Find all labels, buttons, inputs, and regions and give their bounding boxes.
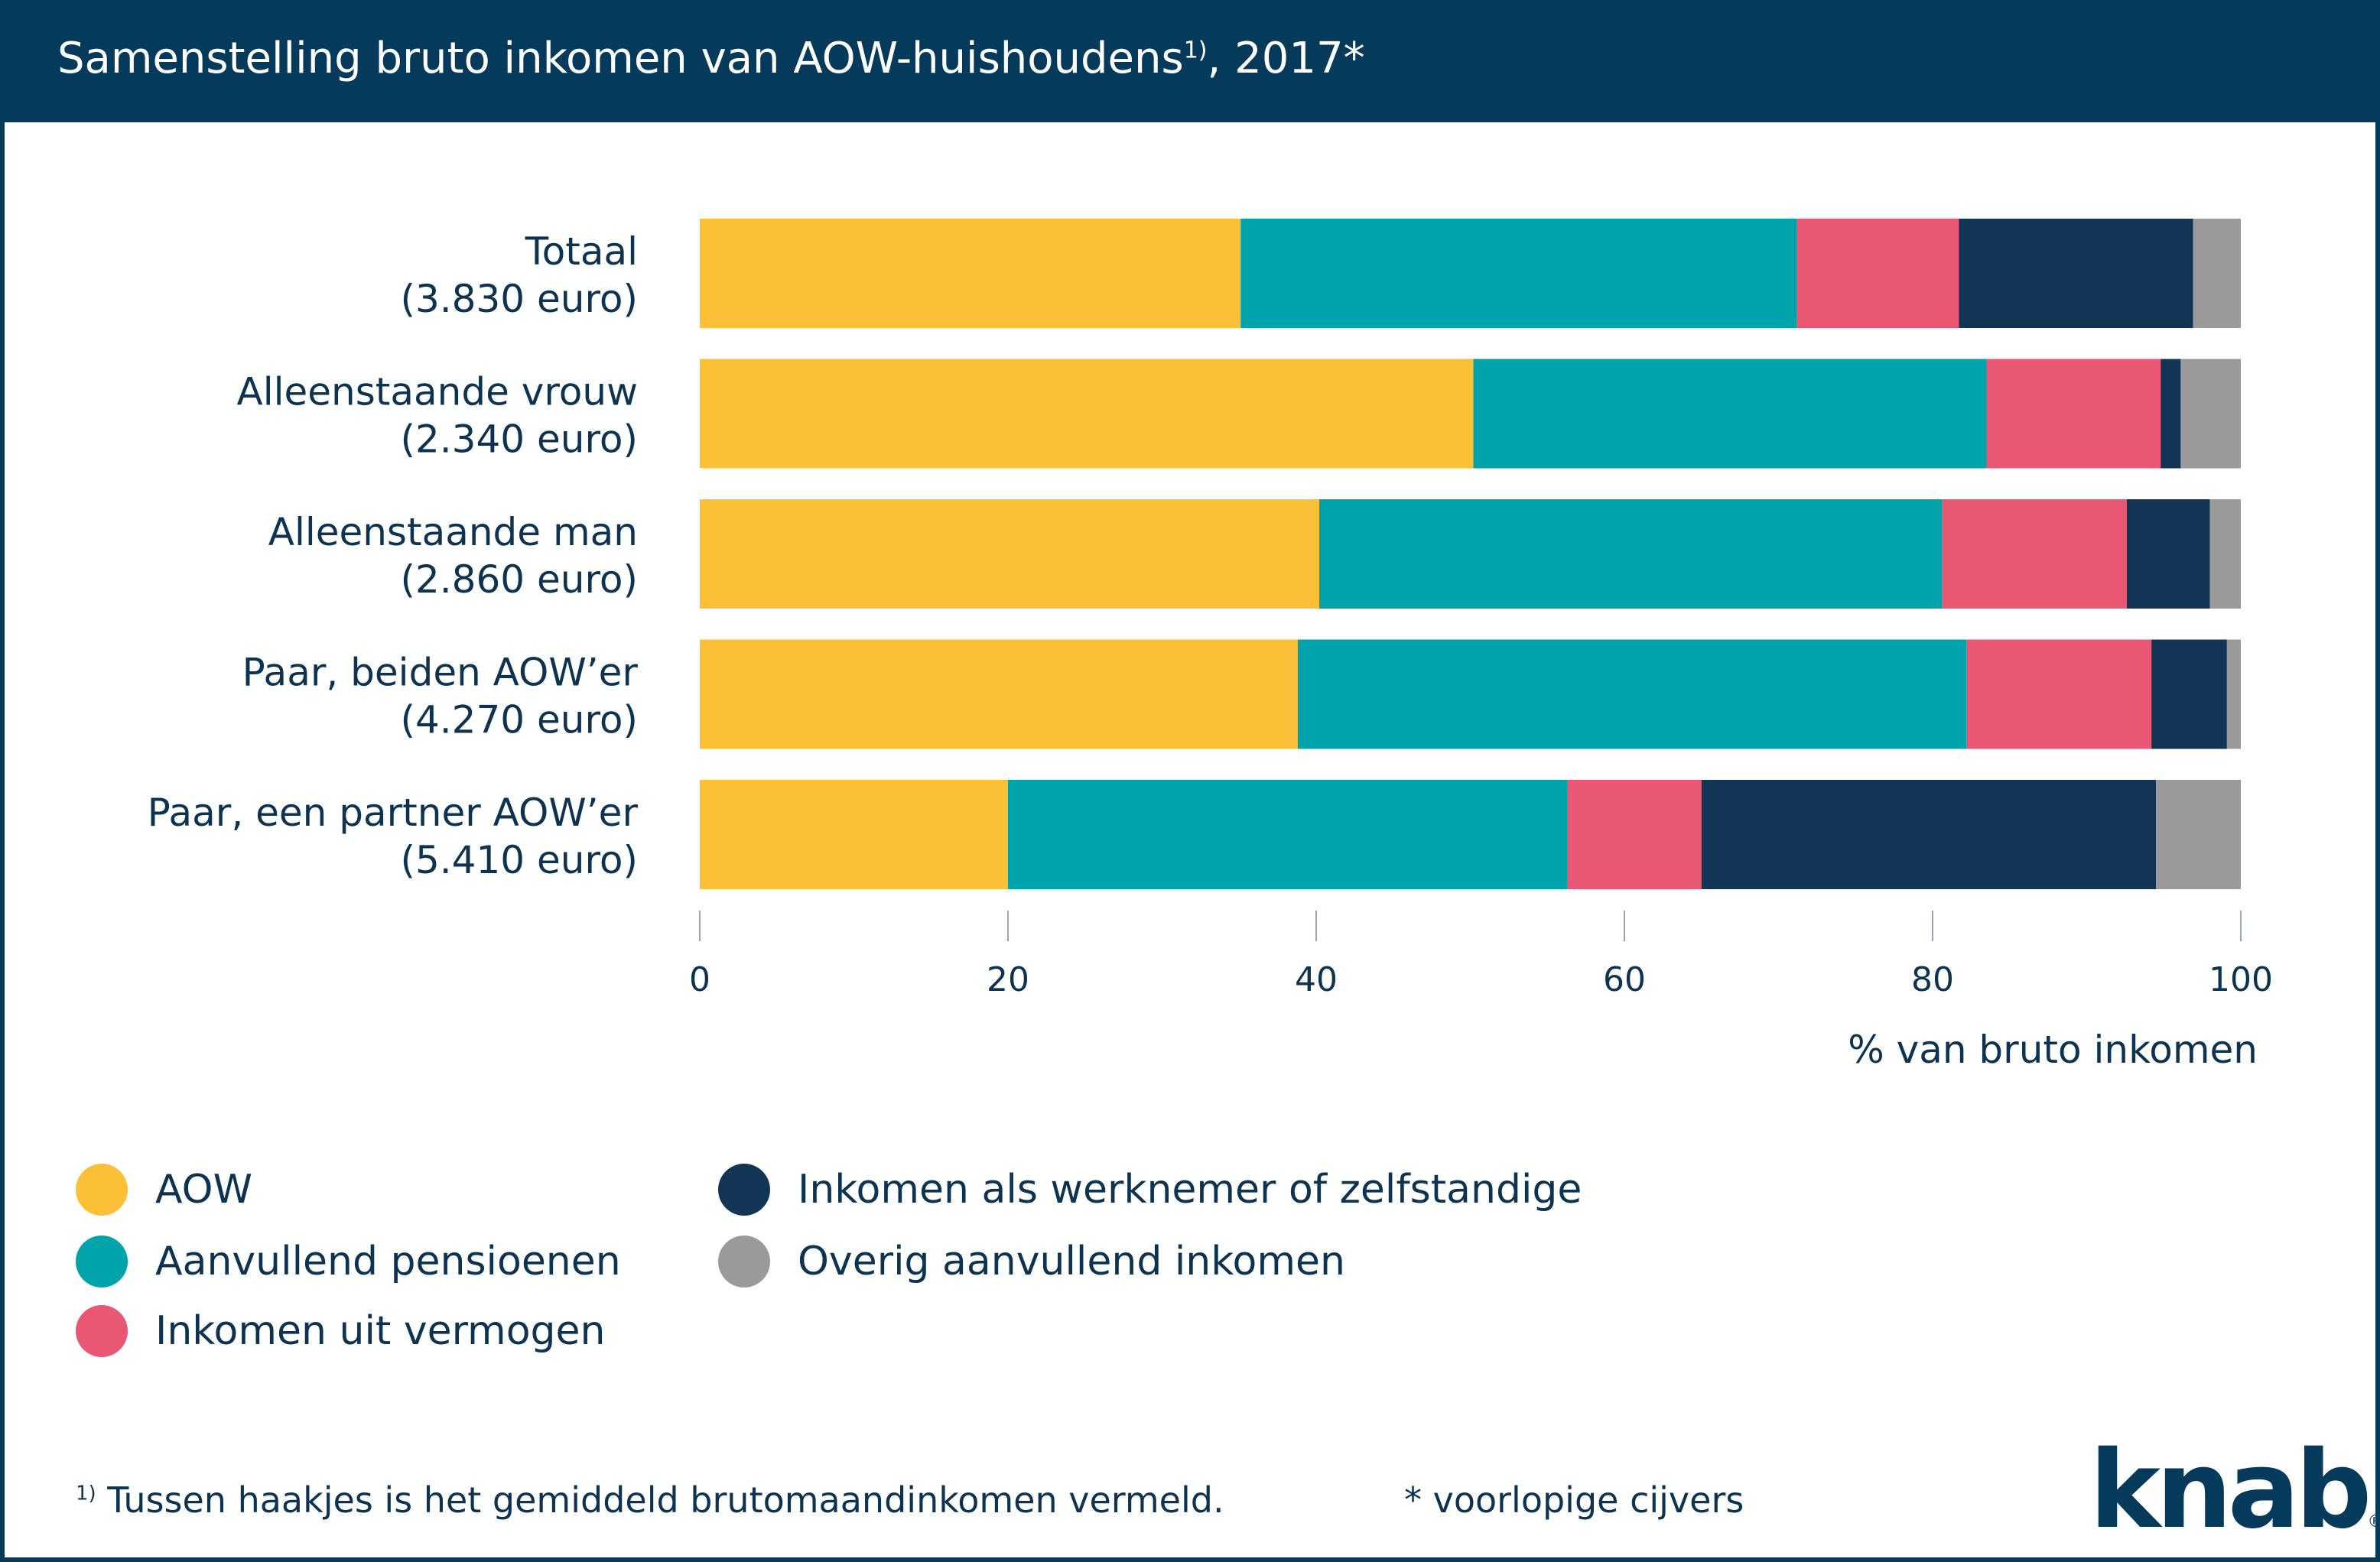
bar-segment	[700, 639, 1298, 749]
category-amount: (2.340 euro)	[400, 417, 638, 462]
bar-segment	[1959, 219, 2193, 328]
legend-item: Aanvullend pensioenen	[76, 1236, 621, 1288]
bar-segment	[700, 780, 1008, 889]
bar-segment	[1319, 499, 1943, 609]
bar-segment	[1297, 639, 1967, 749]
legend-item: Inkomen als werknemer of zelfstandige	[718, 1164, 1582, 1216]
category-label: Paar, een partner AOW’er	[148, 791, 639, 835]
category-label: Paar, beiden AOW’er	[242, 651, 639, 695]
legend-swatch-icon	[76, 1164, 128, 1216]
knab-logo: knab®	[2089, 1428, 2380, 1553]
legend-swatch-icon	[76, 1305, 128, 1357]
footnote-text: Tussen haakjes is het gemiddeld brutomaa…	[96, 1479, 1224, 1521]
bar-segment	[2193, 219, 2241, 328]
title-suffix: , 2017*	[1207, 34, 1365, 83]
x-tick-label: 60	[1603, 960, 1646, 999]
header-bar: Samenstelling bruto inkomen van AOW-huis…	[0, 0, 2380, 122]
category-amount: (5.410 euro)	[400, 838, 638, 882]
chart-title: Samenstelling bruto inkomen van AOW-huis…	[57, 34, 1365, 83]
legend-item: Overig aanvullend inkomen	[718, 1236, 1345, 1288]
legend-label: Inkomen als werknemer of zelfstandige	[798, 1167, 1582, 1213]
bar-segment	[1701, 780, 2157, 889]
provisional-note: * voorlopige cijvers	[1404, 1479, 1744, 1521]
category-label: Totaal	[525, 229, 638, 274]
legend-swatch-icon	[76, 1236, 128, 1288]
registered-mark: ®	[2367, 1512, 2380, 1531]
x-tick-label: 80	[1911, 960, 1954, 999]
x-tick-label: 20	[987, 960, 1029, 999]
x-tick-label: 40	[1295, 960, 1338, 999]
category-amount: (3.830 euro)	[400, 277, 638, 321]
category-label: Alleenstaande vrouw	[237, 370, 638, 414]
legend-label: AOW	[155, 1167, 253, 1213]
bar-segment	[1966, 639, 2152, 749]
footnote: 1) Tussen haakjes is het gemiddeld bruto…	[76, 1479, 1224, 1521]
x-axis-label: % van bruto inkomen	[1848, 1028, 2258, 1072]
bar-segment	[2156, 780, 2241, 889]
title-text: Samenstelling bruto inkomen van AOW-huis…	[57, 34, 1184, 83]
bar-segment	[1473, 359, 1987, 469]
bar-segment	[2126, 499, 2210, 609]
bar-segment	[700, 359, 1474, 469]
legend-label: Inkomen uit vermogen	[155, 1308, 606, 1354]
bar-segment	[1567, 780, 1702, 889]
bar-segment	[2151, 639, 2227, 749]
legend-swatch-icon	[718, 1236, 770, 1288]
bar-segment	[1986, 359, 2161, 469]
bar-segment	[1240, 219, 1797, 328]
category-amount: (2.860 euro)	[400, 557, 638, 602]
legend-item: Inkomen uit vermogen	[76, 1305, 605, 1357]
bar-segment	[1796, 219, 1959, 328]
stacked-bar-chart: Totaal(3.830 euro)Alleenstaande vrouw(2.…	[148, 219, 2273, 1072]
footnote-mark: 1)	[76, 1482, 96, 1505]
legend-label: Overig aanvullend inkomen	[798, 1239, 1345, 1284]
legend-item: AOW	[76, 1164, 252, 1216]
legend-swatch-icon	[718, 1164, 770, 1216]
bar-segment	[2161, 359, 2181, 469]
bar-segment	[1008, 780, 1568, 889]
logo-text: knab	[2089, 1428, 2372, 1553]
title-footnote-mark: 1)	[1183, 37, 1208, 64]
x-tick-label: 0	[689, 960, 710, 999]
bar-segment	[2226, 639, 2241, 749]
bar-segment	[1942, 499, 2127, 609]
bar-segment	[700, 219, 1241, 328]
bar-segment	[700, 499, 1320, 609]
bar-segment	[2180, 359, 2241, 469]
bar-segment	[2209, 499, 2241, 609]
category-amount: (4.270 euro)	[400, 698, 638, 742]
legend-label: Aanvullend pensioenen	[155, 1239, 621, 1284]
category-label: Alleenstaande man	[268, 510, 638, 554]
x-tick-label: 100	[2209, 960, 2273, 999]
